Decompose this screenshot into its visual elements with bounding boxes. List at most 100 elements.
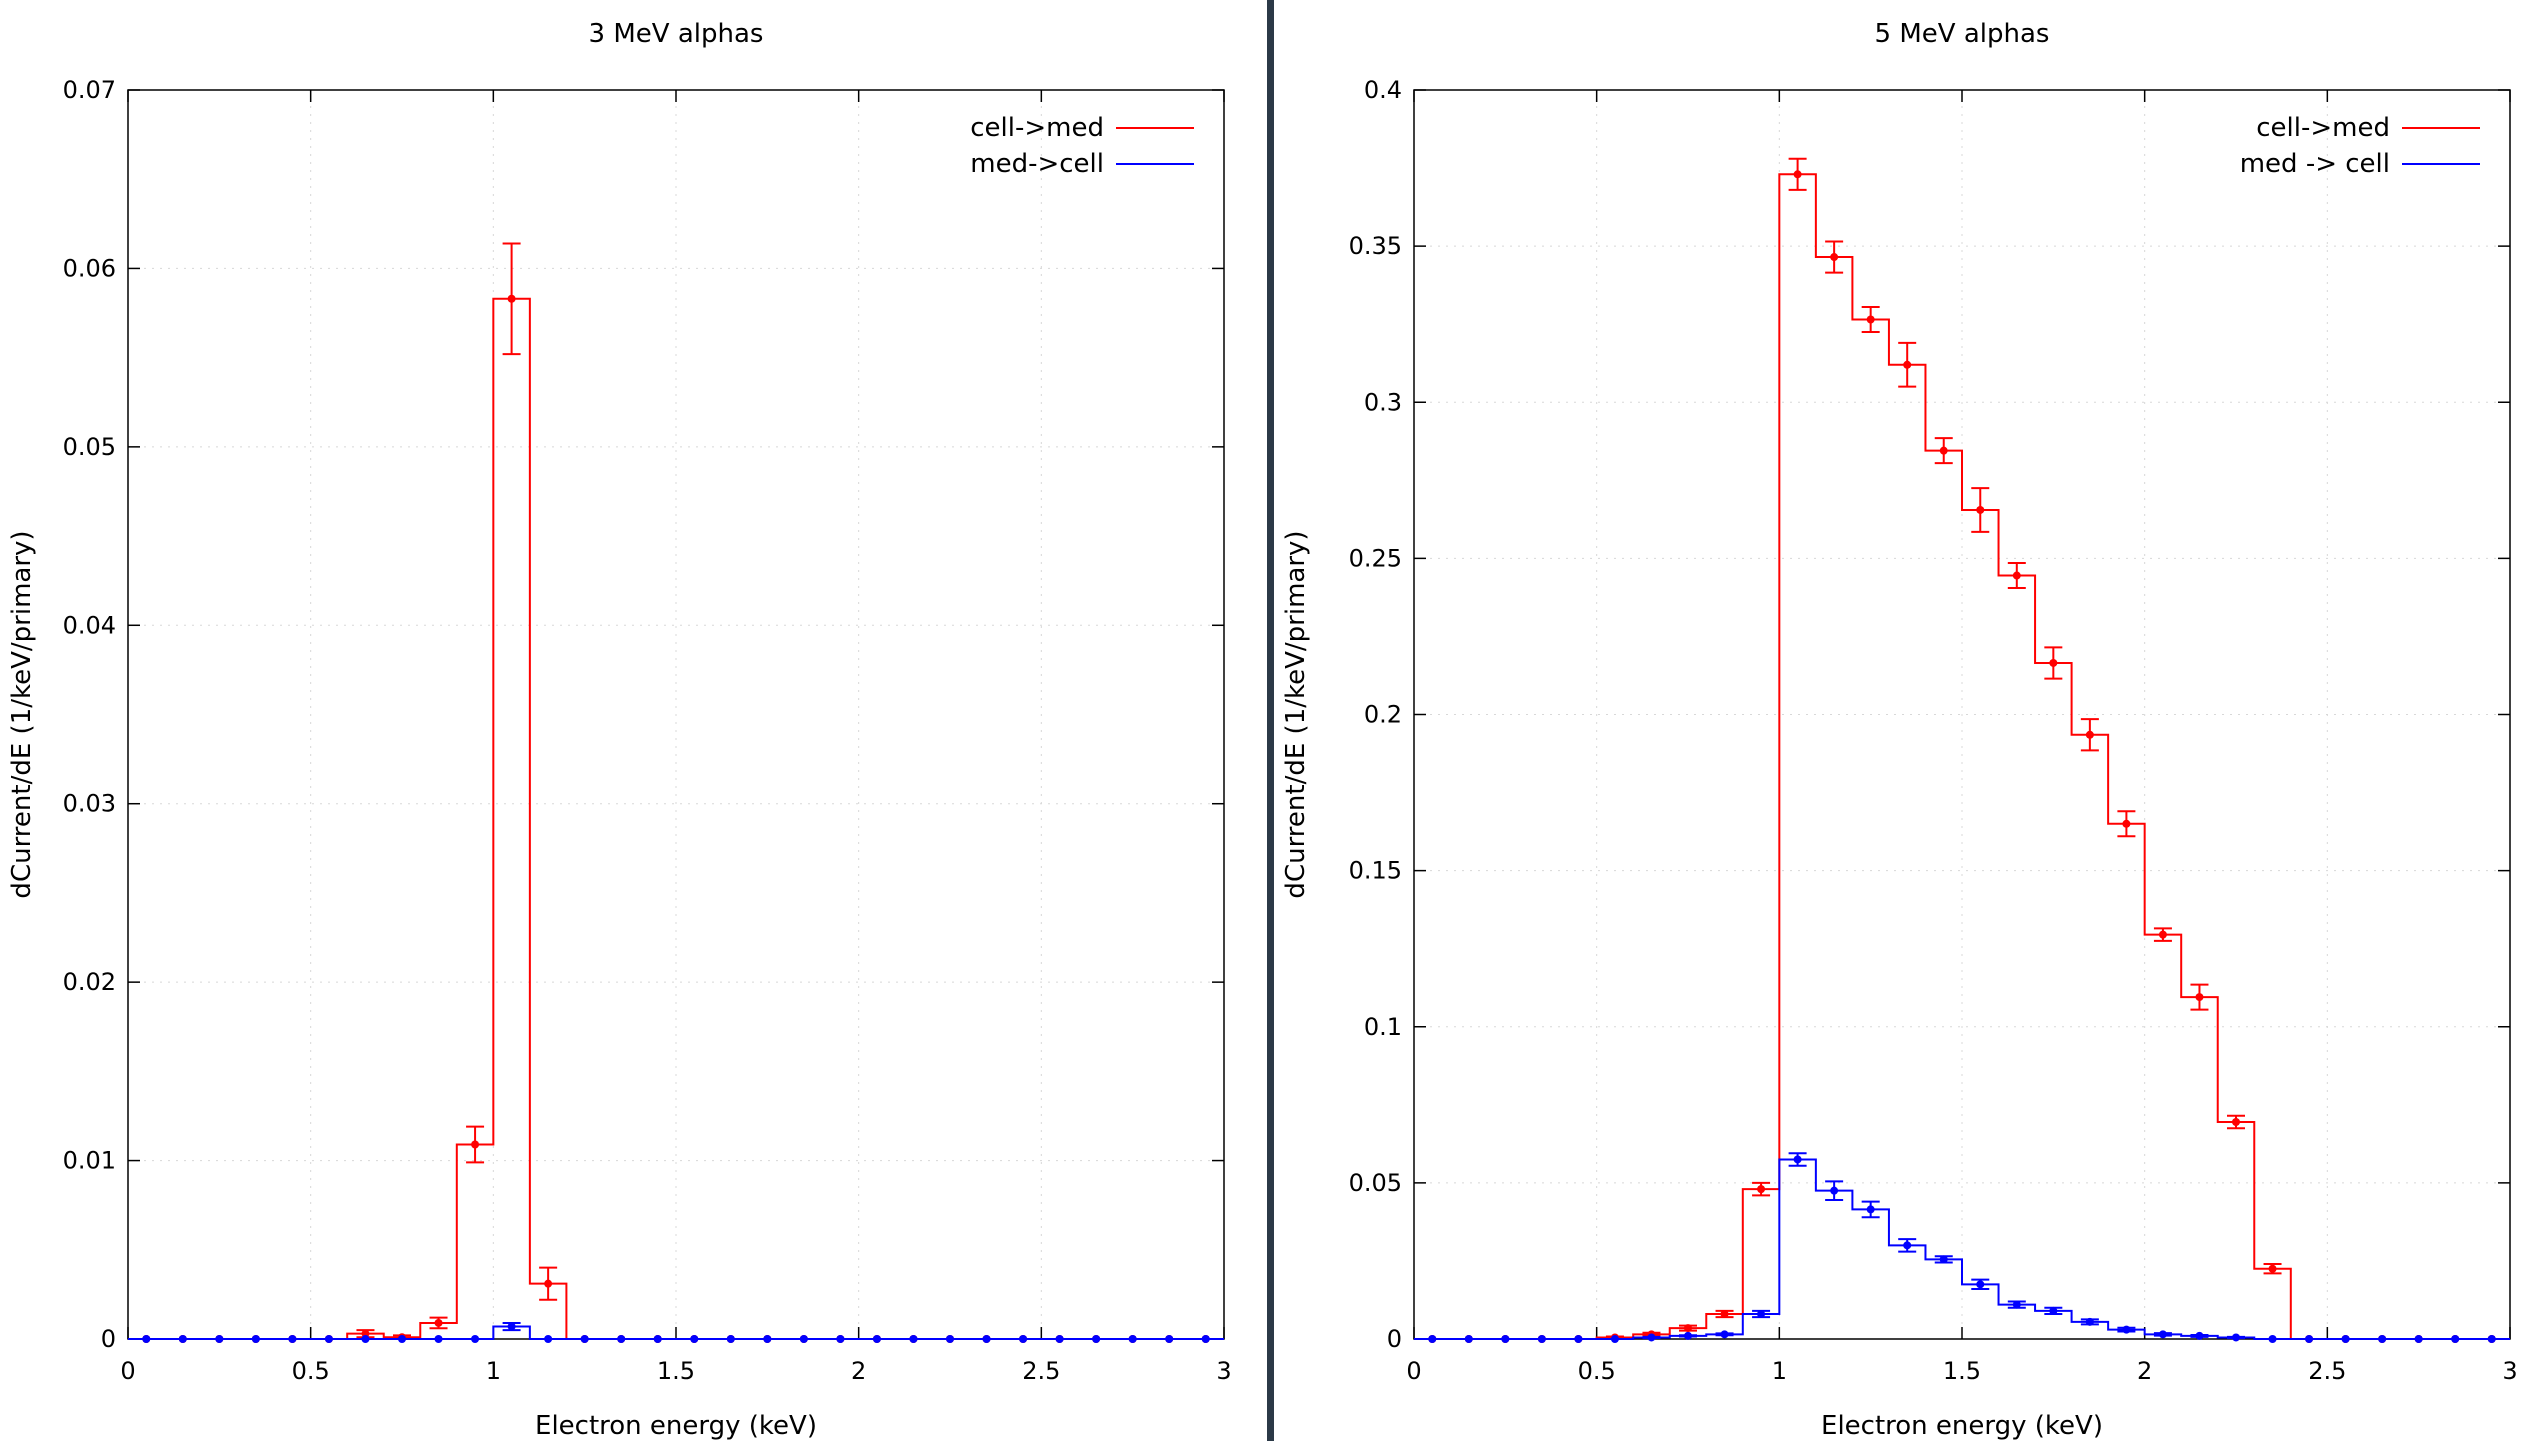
- x-tick-label: 0: [120, 1357, 135, 1385]
- x-tick-label: 2: [2137, 1357, 2152, 1385]
- data-point: [1830, 253, 1839, 262]
- data-point: [1537, 1335, 1546, 1343]
- y-axis-label: dCurrent/dE (1/keV/primary): [7, 530, 37, 898]
- x-tick-label: 3: [1216, 1357, 1231, 1385]
- data-point: [2085, 1317, 2094, 1326]
- data-point: [2122, 819, 2131, 828]
- data-point: [2049, 658, 2058, 667]
- data-point: [1428, 1335, 1437, 1343]
- data-point: [2158, 930, 2167, 939]
- panel-divider: [1267, 0, 1274, 1441]
- x-tick-label: 1.5: [657, 1357, 695, 1385]
- x-tick-label: 0.5: [292, 1357, 330, 1385]
- y-tick-label: 0.01: [63, 1147, 116, 1175]
- data-point: [1128, 1335, 1137, 1343]
- x-tick-label: 3: [2502, 1357, 2517, 1385]
- data-point: [1501, 1335, 1510, 1343]
- data-point: [2378, 1335, 2387, 1343]
- y-tick-label: 0.05: [1349, 1169, 1402, 1197]
- data-point: [2012, 1300, 2021, 1309]
- chart-5mev: 5 MeV alphas 0 0.05 0.1 0.15 0.2 0.25 0.3 0.35 0.…: [1281, 19, 2518, 1441]
- data-point: [2305, 1335, 2314, 1343]
- data-point: [2158, 1330, 2167, 1339]
- y-tick-label: 0.4: [1364, 76, 1402, 104]
- y-tick-label: 0.04: [63, 611, 116, 639]
- x-tick-label: 0: [1406, 1357, 1421, 1385]
- data-point: [982, 1335, 991, 1343]
- data-point: [434, 1318, 443, 1327]
- data-point: [1976, 1280, 1985, 1289]
- data-point: [544, 1335, 553, 1343]
- data-point: [1939, 1255, 1948, 1264]
- x-axis-label: Electron energy (keV): [1821, 1411, 2103, 1441]
- data-point: [2049, 1306, 2058, 1315]
- data-point: [2341, 1335, 2350, 1343]
- data-point: [580, 1335, 589, 1343]
- x-tick-label: 2.5: [2308, 1357, 2346, 1385]
- y-tick-label: 0.25: [1349, 544, 1402, 572]
- data-point: [507, 294, 516, 303]
- data-point: [2122, 1325, 2131, 1334]
- data-point: [471, 1140, 480, 1149]
- data-point: [507, 1322, 516, 1331]
- y-tick-label: 0.2: [1364, 701, 1402, 729]
- data-point: [1866, 315, 1875, 324]
- data-point: [872, 1335, 881, 1343]
- data-point: [1019, 1335, 1028, 1343]
- data-point: [2085, 730, 2094, 739]
- data-point: [1793, 1155, 1802, 1164]
- data-point: [1647, 1333, 1656, 1342]
- chart-title: 5 MeV alphas: [1875, 19, 2050, 49]
- data-point: [2451, 1335, 2460, 1343]
- y-tick-label: 0.05: [63, 433, 116, 461]
- data-point: [1055, 1335, 1064, 1343]
- data-point: [2012, 571, 2021, 580]
- data-point: [1610, 1335, 1619, 1343]
- y-tick-label: 0.07: [63, 76, 116, 104]
- data-point: [653, 1335, 662, 1343]
- y-tick-label: 0.15: [1349, 857, 1402, 885]
- data-point: [1720, 1330, 1729, 1339]
- data-point: [763, 1335, 772, 1343]
- data-point: [1866, 1205, 1875, 1214]
- legend-label: cell->med: [2256, 113, 2390, 143]
- data-point: [836, 1335, 845, 1343]
- data-point: [361, 1335, 370, 1343]
- data-point: [1574, 1335, 1583, 1343]
- data-point: [251, 1335, 260, 1343]
- data-point: [142, 1335, 151, 1343]
- data-point: [799, 1335, 808, 1343]
- data-point: [471, 1335, 480, 1343]
- data-point: [2487, 1335, 2496, 1343]
- data-point: [1201, 1335, 1210, 1343]
- data-point: [434, 1335, 443, 1343]
- data-point: [288, 1335, 297, 1343]
- legend-label: med -> cell: [2240, 149, 2390, 179]
- x-tick-label: 2: [851, 1357, 866, 1385]
- data-point: [2195, 1331, 2204, 1340]
- data-point: [2268, 1335, 2277, 1343]
- y-tick-label: 0.1: [1364, 1013, 1402, 1041]
- data-point: [617, 1335, 626, 1343]
- data-point: [2268, 1264, 2277, 1273]
- data-point: [1757, 1310, 1766, 1319]
- y-tick-label: 0.06: [63, 254, 116, 282]
- data-point: [2232, 1333, 2240, 1342]
- data-point: [2414, 1335, 2423, 1343]
- legend-label: med->cell: [970, 149, 1104, 179]
- x-tick-label: 1.5: [1943, 1357, 1981, 1385]
- data-point: [1903, 1241, 1912, 1250]
- data-point: [1830, 1186, 1839, 1195]
- x-tick-label: 1: [1772, 1357, 1787, 1385]
- series-step-line-1: [128, 1325, 1224, 1340]
- y-tick-label: 0.3: [1364, 388, 1402, 416]
- series-step-line-1: [1414, 1158, 2510, 1340]
- data-point: [1903, 360, 1912, 369]
- y-tick-label: 0: [101, 1325, 116, 1353]
- data-point: [2195, 993, 2204, 1002]
- data-point: [1757, 1185, 1766, 1194]
- data-point: [178, 1335, 187, 1343]
- data-point: [1684, 1331, 1692, 1340]
- y-tick-label: 0.35: [1349, 232, 1402, 260]
